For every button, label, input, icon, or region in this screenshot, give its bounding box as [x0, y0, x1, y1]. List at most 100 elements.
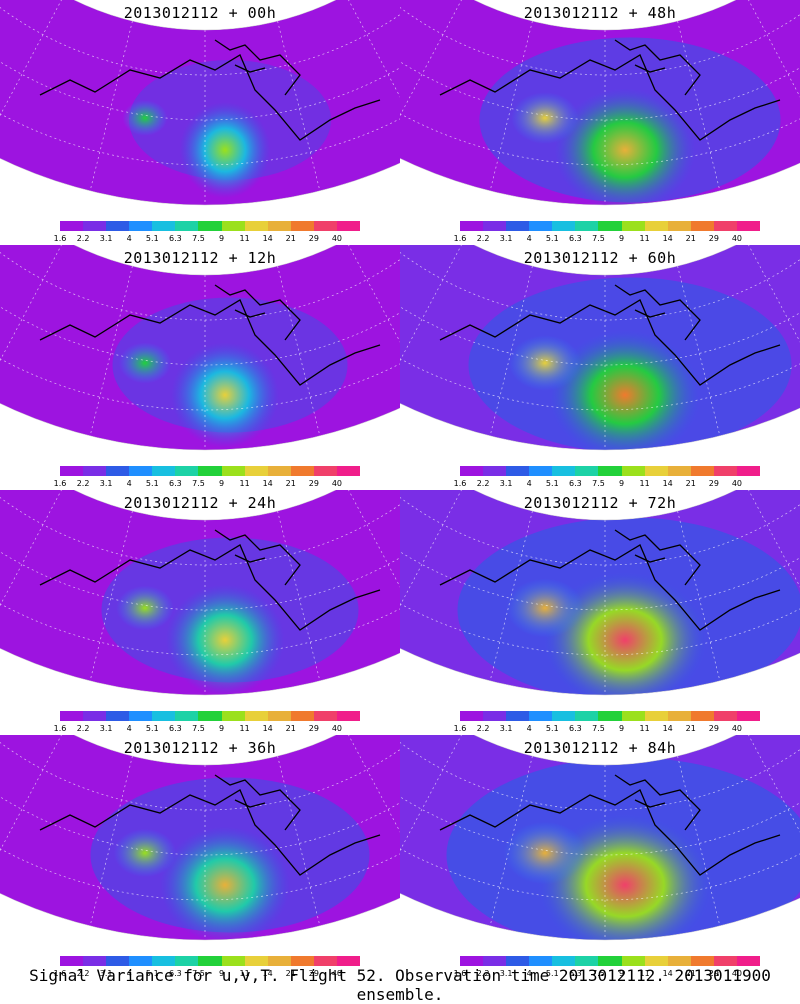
colorbar-label: 6.3: [569, 479, 582, 488]
colorbar-label: 3.1: [500, 234, 513, 243]
colorbar-label: 21: [286, 724, 296, 733]
colorbar-label: 6.3: [169, 479, 182, 488]
colorbar-cell: [668, 711, 691, 721]
variance-map: [0, 0, 400, 215]
colorbar-cell: [737, 956, 760, 966]
colorbar-cell: [691, 221, 714, 231]
colorbar-label: 40: [332, 234, 342, 243]
colorbar: [460, 711, 760, 721]
colorbar-cell: [291, 221, 314, 231]
colorbar-cell: [198, 956, 221, 966]
colorbar: [60, 466, 360, 476]
colorbar-cell: [529, 956, 552, 966]
variance-maximum: [160, 827, 290, 944]
colorbar-cell: [506, 956, 529, 966]
colorbar-cell: [714, 221, 737, 231]
colorbar-label: 7.5: [592, 234, 605, 243]
colorbar: [460, 956, 760, 966]
colorbar-label: 6.3: [569, 234, 582, 243]
colorbar-cell: [691, 711, 714, 721]
colorbar-label: 29: [709, 724, 719, 733]
colorbar-cell: [314, 956, 337, 966]
colorbar-label: 2.2: [77, 479, 90, 488]
colorbar-label: 40: [732, 724, 742, 733]
variance-secondary: [509, 335, 582, 390]
colorbar-label: 29: [309, 234, 319, 243]
colorbar-cell: [529, 466, 552, 476]
colorbar-cell: [483, 221, 506, 231]
colorbar-cell: [483, 956, 506, 966]
colorbar-label: 9: [219, 724, 224, 733]
colorbar-cell: [245, 711, 268, 721]
colorbar-cell: [314, 711, 337, 721]
colorbar: [60, 956, 360, 966]
colorbar-label: 29: [309, 479, 319, 488]
colorbar-cell: [222, 711, 245, 721]
colorbar-label: 5.1: [146, 479, 159, 488]
colorbar-cell: [83, 956, 106, 966]
colorbar-cell: [575, 466, 598, 476]
colorbar-label: 6.3: [569, 724, 582, 733]
colorbar-label: 2.2: [477, 234, 490, 243]
colorbar-cell: [598, 956, 621, 966]
colorbar-label: 40: [332, 479, 342, 488]
colorbar-cell: [575, 956, 598, 966]
colorbar-cell: [506, 221, 529, 231]
colorbar-label: 9: [619, 234, 624, 243]
variance-secondary: [506, 579, 584, 638]
colorbar-label: 21: [286, 479, 296, 488]
colorbar-cell: [106, 956, 129, 966]
colorbar-cell: [198, 711, 221, 721]
colorbar-cell: [552, 956, 575, 966]
colorbar-label: 3.1: [500, 724, 513, 733]
colorbar-cell: [291, 711, 314, 721]
colorbar-cell: [737, 711, 760, 721]
colorbar-label: 40: [732, 479, 742, 488]
colorbar-label: 21: [686, 234, 696, 243]
colorbar-cell: [83, 466, 106, 476]
colorbar-cell: [714, 711, 737, 721]
colorbar-cell: [337, 956, 360, 966]
colorbar-label: 1.6: [454, 234, 467, 243]
colorbar-cell: [337, 221, 360, 231]
colorbar: [60, 221, 360, 231]
colorbar-label: 11: [240, 234, 250, 243]
colorbar-cell: [222, 221, 245, 231]
colorbar-cell: [198, 221, 221, 231]
colorbar-label: 21: [686, 479, 696, 488]
colorbar-cell: [198, 466, 221, 476]
colorbar-label: 3.1: [100, 234, 113, 243]
colorbar-cell: [222, 956, 245, 966]
colorbar-label: 2.2: [77, 724, 90, 733]
colorbar-cell: [552, 221, 575, 231]
colorbar-cell: [668, 956, 691, 966]
colorbar-cell: [598, 466, 621, 476]
colorbar-label: 4: [127, 234, 132, 243]
colorbar-label: 29: [309, 724, 319, 733]
colorbar-cell: [506, 466, 529, 476]
colorbar-cell: [268, 956, 291, 966]
colorbar-cell: [129, 711, 152, 721]
colorbar-label: 1.6: [54, 724, 67, 733]
colorbar-cell: [245, 221, 268, 231]
colorbar-cell: [552, 466, 575, 476]
variance-map: [400, 490, 800, 705]
colorbar-cell: [106, 711, 129, 721]
colorbar-cell: [60, 466, 83, 476]
colorbar-cell: [460, 466, 483, 476]
colorbar-label: 14: [263, 479, 273, 488]
colorbar-cell: [622, 711, 645, 721]
colorbar-cell: [152, 956, 175, 966]
colorbar-label: 40: [732, 234, 742, 243]
colorbar-cell: [460, 956, 483, 966]
colorbar-cell: [529, 221, 552, 231]
variance-maximum: [166, 585, 285, 696]
